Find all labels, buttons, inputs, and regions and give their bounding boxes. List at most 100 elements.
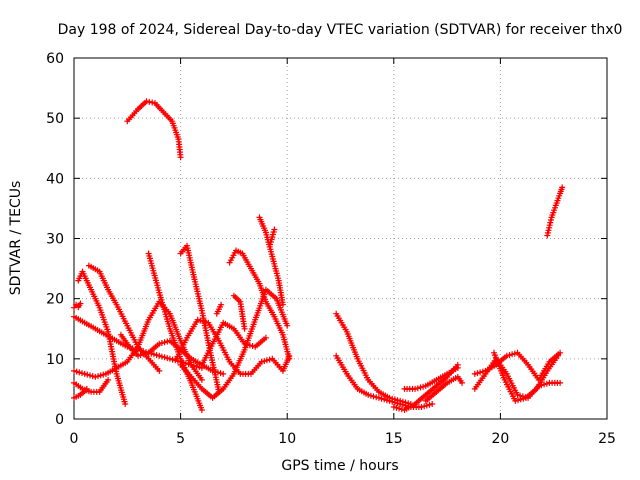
x-tick-label: 20 [491, 431, 509, 447]
data-point [92, 373, 99, 380]
series-arc-24 [422, 373, 465, 404]
data-point [386, 397, 393, 404]
data-point [373, 394, 380, 401]
series-arc-3 [85, 262, 163, 374]
data-point [76, 369, 83, 376]
data-point [279, 301, 286, 308]
data-point [105, 376, 112, 383]
data-point [197, 317, 204, 324]
x-axis-label: GPS time / hours [281, 458, 398, 474]
chart-title: Day 198 of 2024, Sidereal Day-to-day VTE… [58, 22, 623, 38]
data-point [397, 401, 404, 407]
series-arc-15 [213, 301, 225, 317]
series-layer [71, 98, 566, 413]
data-point [412, 385, 419, 392]
series-trace [126, 100, 182, 159]
series-arc-23 [401, 364, 461, 392]
series-arc-7 [71, 385, 90, 401]
series-arc-21 [333, 352, 436, 410]
data-point [100, 371, 107, 378]
data-point [459, 379, 465, 386]
series-trace [77, 270, 127, 406]
data-point [381, 396, 388, 403]
data-point [169, 356, 176, 363]
series-arc-28 [544, 184, 566, 239]
y-tick-label: 60 [46, 51, 64, 67]
data-point [150, 351, 157, 358]
series-arc-11 [177, 242, 222, 395]
data-point [378, 395, 385, 402]
series-arc-18 [256, 214, 286, 308]
data-point [246, 342, 253, 349]
y-tick-label: 30 [46, 232, 64, 248]
data-point [418, 404, 425, 410]
data-point [73, 368, 80, 375]
data-point [543, 380, 550, 387]
data-point [71, 367, 77, 374]
series-arc-13 [177, 286, 291, 401]
series-arc-2 [75, 268, 129, 407]
data-point [89, 373, 96, 380]
data-point [394, 400, 401, 407]
data-point [555, 352, 561, 359]
data-point [97, 372, 104, 379]
data-point [423, 402, 430, 409]
y-tick-label: 0 [55, 412, 64, 428]
data-point [262, 334, 269, 341]
data-point [244, 341, 251, 348]
data-point [402, 402, 409, 409]
series-arc-19 [267, 226, 278, 248]
y-axis-label: SDTVAR / TECUs [8, 181, 24, 296]
data-point [559, 184, 566, 191]
series-arc-10 [117, 331, 227, 377]
x-tick-label: 15 [385, 431, 403, 447]
series-arc-8 [124, 98, 184, 161]
y-tick-label: 20 [46, 292, 64, 308]
data-point [520, 395, 527, 402]
series-arc-1 [71, 300, 84, 311]
data-point [83, 385, 90, 392]
data-point [198, 376, 205, 383]
data-point [365, 391, 372, 398]
data-point [429, 401, 436, 407]
series-arc-14 [198, 319, 269, 368]
data-point [263, 357, 270, 364]
x-tick-label: 5 [176, 431, 185, 447]
data-point [153, 352, 160, 359]
data-point [137, 352, 144, 359]
data-point [198, 407, 205, 413]
data-point [477, 369, 484, 376]
data-point [79, 370, 85, 377]
series-trace [335, 312, 412, 406]
data-point [370, 393, 377, 400]
data-point [266, 356, 273, 363]
data-point [511, 350, 518, 357]
data-point [87, 372, 93, 379]
data-point [241, 325, 248, 332]
data-point [517, 392, 524, 399]
data-point [503, 352, 510, 359]
data-point [284, 322, 291, 329]
data-point [161, 354, 168, 361]
data-point [218, 301, 225, 308]
series-arc-17 [230, 292, 248, 332]
data-point [258, 358, 265, 365]
data-point [122, 401, 129, 407]
data-point [479, 368, 486, 375]
data-point [140, 351, 147, 358]
data-point [509, 351, 516, 358]
data-point [390, 404, 397, 410]
data-point [81, 370, 88, 377]
series-arc-16 [226, 247, 293, 362]
data-point [156, 367, 163, 374]
data-point [471, 370, 478, 377]
data-point [177, 154, 184, 161]
data-point [220, 370, 227, 377]
tick-layer: 0 5 10 15 20 25 0 10 20 30 40 50 60 [46, 51, 616, 447]
data-point [515, 397, 521, 404]
data-point [161, 339, 168, 346]
series-arc-27 [491, 349, 561, 404]
data-point [166, 355, 173, 362]
y-tick-label: 10 [46, 352, 64, 368]
grid-layer [74, 58, 607, 419]
